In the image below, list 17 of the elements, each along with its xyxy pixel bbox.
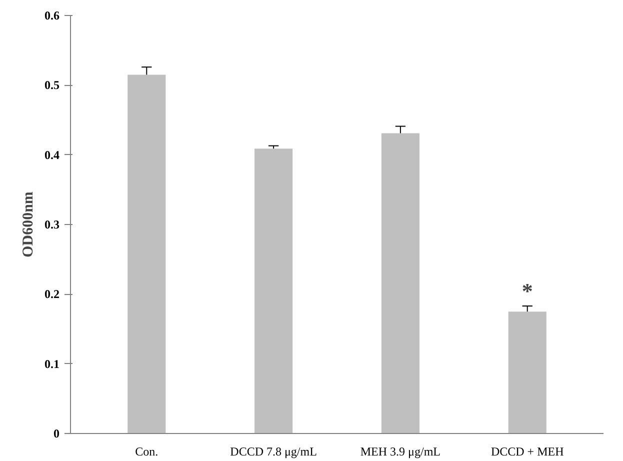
y-tick-label: 0.4 — [44, 148, 60, 162]
y-tick-label: 0.3 — [44, 218, 60, 232]
x-tick-label: DCCD + MEH — [490, 444, 564, 458]
y-tick-label: 0.1 — [44, 356, 60, 371]
y-tick-label: 0.2 — [44, 287, 60, 302]
y-tick-label: 0.6 — [44, 8, 60, 22]
bar — [254, 148, 293, 434]
y-tick-label: 0.5 — [44, 78, 60, 92]
x-tick-label: Con. — [135, 444, 158, 458]
bar — [381, 133, 420, 434]
y-axis-title: OD600nm — [20, 191, 36, 258]
bar — [508, 312, 546, 434]
x-tick-label: MEH 3.9 μg/mL — [360, 444, 441, 458]
y-tick-label: 0 — [54, 426, 60, 440]
annotation: * — [522, 278, 533, 304]
bar — [128, 74, 166, 434]
x-tick-label: DCCD 7.8 μg/mL — [230, 444, 317, 458]
